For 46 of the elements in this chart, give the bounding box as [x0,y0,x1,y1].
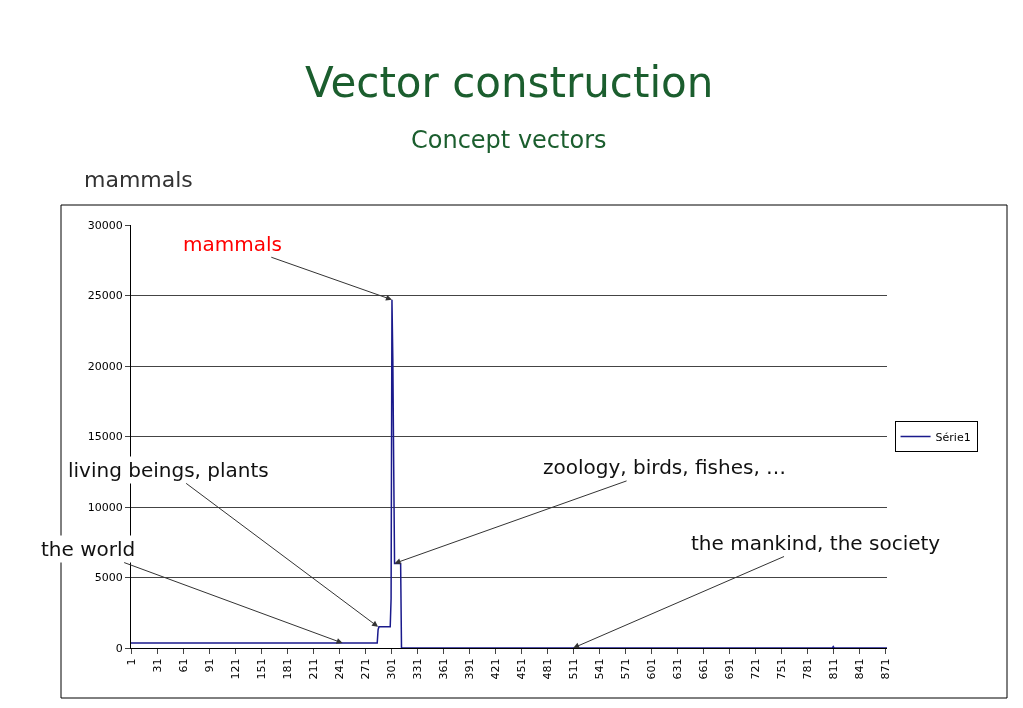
y-tick-label: 25000 [87,289,123,303]
x-tick-label: 271 [358,658,372,680]
x-tick-label: 481 [540,658,554,680]
x-tick-label: 781 [800,658,814,680]
y-tick-label: 10000 [87,500,123,514]
x-tick-label: 661 [696,658,710,680]
annotation: zoology, birds, fishes, … [543,455,787,479]
x-tick-label: 541 [592,658,606,680]
annotation: living beings, plants [68,458,269,482]
x-tick-label: 241 [332,658,346,680]
annotation: the mankind, the society [691,531,941,555]
x-tick-label: 871 [878,658,892,680]
x-tick-label: 601 [644,658,658,680]
x-tick-label: 61 [176,658,190,673]
y-tick-label: 20000 [87,359,123,373]
y-tick-label: 0 [115,641,123,655]
x-tick-label: 91 [202,658,216,673]
x-tick-label: 211 [306,658,320,680]
x-tick-label: 121 [228,658,242,680]
x-tick-label: 691 [722,658,736,680]
x-tick-label: 451 [514,658,528,680]
y-tick-label: 30000 [87,218,123,232]
x-tick-label: 511 [566,658,580,680]
x-tick-label: 811 [826,658,840,680]
y-tick-label: 15000 [87,430,123,444]
y-tick-label: 5000 [94,571,123,585]
x-tick-label: 151 [254,658,268,680]
x-tick-label: 1 [124,658,138,666]
text: mammals [84,167,193,192]
annotation: the world [41,537,136,561]
x-tick-label: 631 [670,658,684,680]
chart-title: Vector construction [305,58,714,107]
legend-label: Série1 [935,430,971,444]
x-tick-label: 571 [618,658,632,680]
x-tick-label: 751 [774,658,788,680]
x-tick-label: 181 [280,658,294,680]
x-tick-label: 31 [150,658,164,673]
annotation: mammals [183,232,282,256]
x-tick-label: 391 [462,658,476,680]
x-tick-label: 841 [852,658,866,680]
x-tick-label: 721 [748,658,762,680]
x-tick-label: 361 [436,658,450,680]
x-tick-label: 301 [384,658,398,680]
x-tick-label: 331 [410,658,424,680]
x-tick-label: 421 [488,658,502,680]
chart-subtitle: Concept vectors [411,126,607,154]
